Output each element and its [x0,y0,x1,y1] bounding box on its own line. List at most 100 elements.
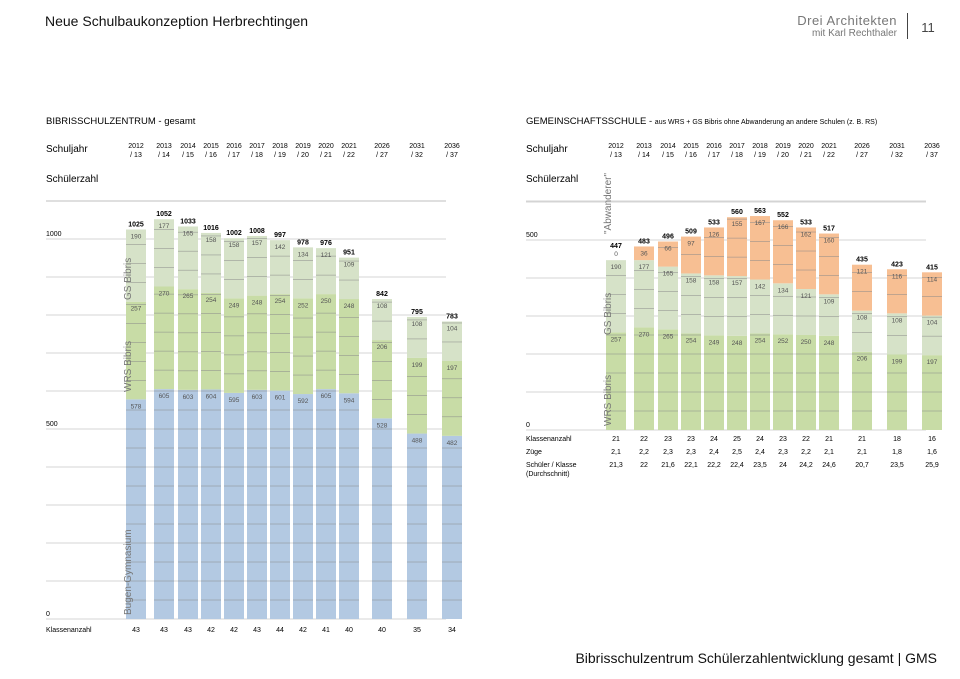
bar-segment [178,289,198,390]
bar-segment [634,260,654,328]
bar-total-label: 552 [777,212,789,219]
bar-segment [126,301,146,400]
year-label: 2021 [821,143,837,150]
year-label: 2013 [156,143,172,150]
bar-segment [316,248,336,295]
table-cell: 43 [253,627,261,634]
bar-value-label: 104 [927,320,938,327]
series-label: GS Bibris [123,258,134,300]
bar-segment [750,216,770,280]
table-cell: 22 [640,436,648,443]
bar-segment [704,275,724,336]
bar-total-label: 783 [446,313,458,320]
bar-segment [339,393,359,619]
year-label-sub: / 22 [343,152,355,159]
bar-value-label: 248 [824,340,835,347]
bar-total-label: 1008 [249,228,265,235]
year-label: 2016 [226,143,242,150]
bar-segment [154,219,174,287]
chart-title-main: BIBRISSCHULZENTRUM - gesamt [46,116,196,127]
year-label-sub: / 15 [182,152,194,159]
bar-value-label: 0 [614,251,618,258]
bar-value-label: 249 [229,302,240,309]
bar-segment [852,351,872,430]
bar-total-label: 533 [800,219,812,226]
table-cell: 2,2 [801,449,811,456]
table-cell: 2,1 [611,449,621,456]
firm-subtitle: mit Karl Rechthaler [811,28,897,39]
bar-segment [247,295,267,390]
bar-value-label: 108 [857,315,868,322]
header-divider [907,13,908,39]
table-cell: 24,2 [799,462,813,469]
year-label-sub: / 18 [251,152,263,159]
chart-title-main: GEMEINSCHAFTSSCHULE - [526,116,655,127]
year-label-sub: / 14 [638,152,650,159]
table-cell: 2,3 [686,449,696,456]
table-cell: 21 [825,436,833,443]
bar-value-label: 265 [663,333,674,340]
bar-total-label: 1016 [203,225,219,232]
bar-value-label: 605 [159,393,170,400]
year-label-sub: / 19 [754,152,766,159]
bar-value-label: 254 [275,298,286,305]
bar-value-label: 142 [275,244,286,251]
table-cell: 2,5 [732,449,742,456]
table-cell: 21,6 [661,462,675,469]
bar-segment [372,340,392,419]
table-cell: 24 [756,436,764,443]
year-label: 2031 [409,143,425,150]
bar-value-label: 121 [857,269,868,276]
table-cell: 43 [160,627,168,634]
bar-value-label: 197 [447,365,458,372]
bar-value-label: 248 [252,300,263,307]
bar-total-label: 1052 [156,211,172,218]
bar-total-label: 560 [731,209,743,216]
bar-value-label: 134 [298,251,309,258]
bar-value-label: 114 [927,276,938,283]
bar-value-label: 104 [447,325,458,332]
year-label: 2021 [341,143,357,150]
row-label-count: Schülerzahl [526,174,578,185]
chart-title-note: aus WRS + GS Bibris ohne Abwanderung an … [655,119,877,126]
table-cell: 21 [612,436,620,443]
bar-total-label: 842 [376,291,388,298]
year-label: 2026 [374,143,390,150]
bar-value-label: 254 [755,337,766,344]
bar-segment [819,233,839,295]
bar-segment [819,335,839,430]
bar-segment [270,240,290,295]
year-label-sub: / 27 [856,152,868,159]
bar-value-label: 167 [755,220,766,227]
table-cell: 22,1 [684,462,698,469]
bar-value-label: 605 [321,393,332,400]
table-cell: 1,6 [927,449,937,456]
year-label-sub: / 15 [662,152,674,159]
year-label: 2015 [683,143,699,150]
year-label-sub: / 14 [158,152,170,159]
bar-value-label: 199 [412,362,423,369]
bar-value-label: 578 [131,403,142,410]
table-cell: 42 [207,627,215,634]
series-label: WRS Bibris [603,375,614,426]
year-label: 2036 [444,143,460,150]
bar-segment [606,332,626,430]
firm-name: Drei Architekten [797,13,897,28]
bar-segment [154,389,174,619]
bar-segment [727,276,747,336]
table-row-label: Klassenanzahl [46,627,92,634]
bar-segment [796,289,816,335]
bar-segment [372,299,392,341]
bar-total-label: 496 [662,234,674,241]
table-cell: 21,3 [609,462,623,469]
table-cell: 2,4 [755,449,765,456]
bar-segment [922,272,942,316]
bar-segment [727,217,747,277]
bar-total-label: 1025 [128,222,144,229]
year-label-sub: / 13 [130,152,142,159]
y-tick-label: 500 [526,232,538,239]
bar-value-label: 249 [709,339,720,346]
bar-segment [372,418,392,619]
table-row-label: Klassenanzahl [526,436,572,443]
table-cell: 23 [664,436,672,443]
